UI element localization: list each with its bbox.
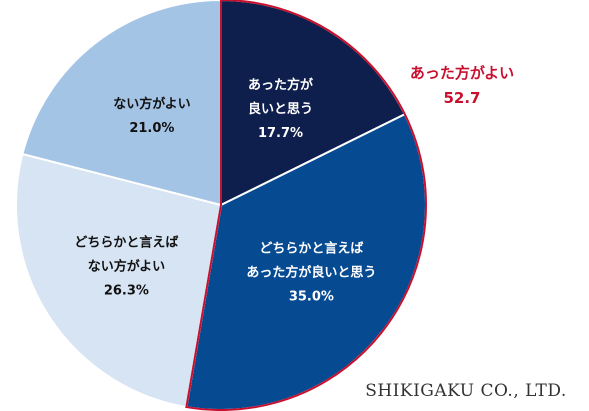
highlight-outline: [185, 0, 427, 411]
pie-slice-3: [21, 0, 222, 207]
highlight-value: 52.7: [443, 89, 480, 107]
slice-label-0: あった方が良いと思う 17.7%: [248, 77, 313, 141]
slice-label-3: ない方がよい 21.0%: [113, 96, 190, 136]
slice-label-1: どちらかと言えばあった方が良いと思う 35.0%: [246, 240, 376, 304]
watermark-text: SHIKIGAKU CO., LTD.: [365, 381, 567, 401]
slice-label-2: どちらかと言えばない方がよい 26.3%: [74, 234, 178, 298]
highlight-label: あった方がよい: [410, 64, 514, 82]
pie-slice-2: [15, 152, 223, 409]
